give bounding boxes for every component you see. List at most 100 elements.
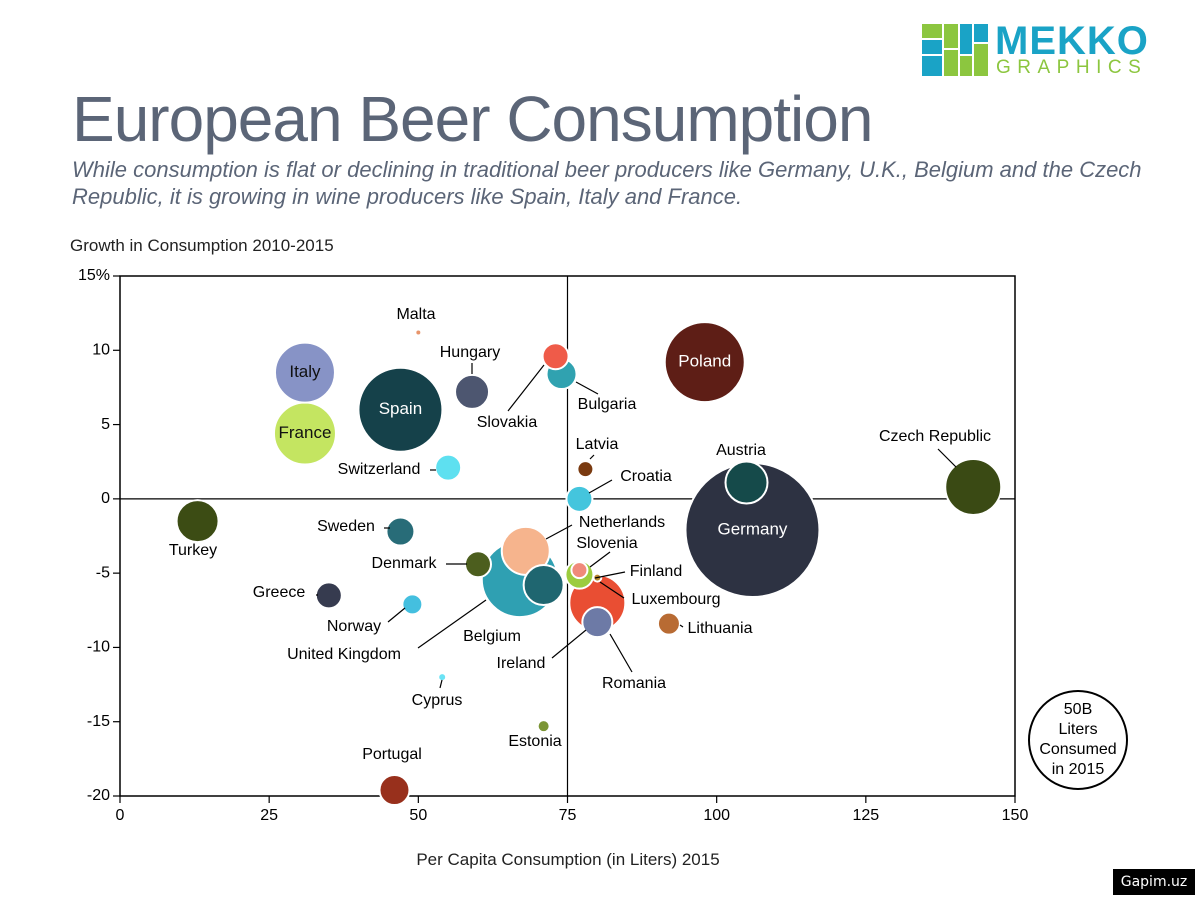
x-tick-label: 150	[1002, 807, 1029, 824]
bubble	[437, 672, 448, 683]
y-tick-label: 10	[92, 342, 110, 359]
bubble-label: Lithuania	[688, 620, 753, 637]
y-tick-label: -20	[87, 787, 110, 804]
size-legend-line: Consumed	[1039, 741, 1117, 758]
bubble-label: Italy	[289, 362, 321, 381]
leader-line	[588, 479, 613, 494]
logo-mark-icon	[922, 24, 988, 76]
chart-subtitle: While consumption is flat or declining i…	[72, 157, 1142, 209]
leader-line	[937, 448, 957, 468]
x-tick-label: 50	[409, 807, 427, 824]
leader-line	[551, 629, 587, 659]
bubble-label: Ireland	[497, 655, 546, 672]
x-axis-label: Per Capita Consumption (in Liters) 2015	[416, 850, 720, 869]
bubble-label: Slovenia	[576, 535, 637, 552]
logo-sub: GRAPHICS	[996, 57, 1148, 78]
bubble-label: Croatia	[620, 468, 672, 485]
bubble-label: Slovakia	[477, 414, 538, 431]
bubble	[724, 460, 769, 505]
bubble-label: Finland	[630, 563, 682, 580]
leader-line	[439, 679, 443, 689]
bubble-label: Portugal	[362, 746, 422, 763]
mekko-logo: MEKKO GRAPHICS	[922, 19, 1172, 78]
bubble-label: Belgium	[463, 628, 521, 645]
bubble-label: France	[279, 423, 332, 442]
bubble	[663, 321, 746, 404]
size-legend-line: 50B	[1063, 701, 1093, 718]
bubble	[385, 516, 416, 547]
leader-line	[507, 364, 545, 412]
chart-title: European Beer Consumption	[72, 83, 873, 155]
bubble	[541, 342, 570, 371]
bubble	[175, 499, 220, 544]
bubble-label: United Kingdom	[287, 646, 401, 663]
leader-line	[417, 599, 487, 649]
y-tick-label: -15	[87, 713, 110, 730]
bubble-label: Malta	[396, 306, 435, 323]
y-tick-label: 0	[101, 490, 110, 507]
leader-line	[609, 633, 633, 673]
x-tick-label: 75	[559, 807, 577, 824]
bubble-label: Denmark	[372, 555, 438, 572]
bubble	[570, 561, 589, 580]
bubble-label: Cyprus	[412, 692, 463, 709]
bubble	[454, 373, 491, 410]
x-tick-label: 0	[116, 807, 125, 824]
leader-line	[589, 551, 611, 568]
y-tick-label: -10	[87, 639, 110, 656]
leader-line	[679, 624, 684, 628]
size-legend-circle	[1028, 690, 1128, 790]
x-tick-label: 125	[852, 807, 879, 824]
bubble	[314, 581, 343, 610]
size-legend-text: 50B Liters Consumed in 2015	[1030, 700, 1126, 780]
x-tick-label: 25	[260, 807, 278, 824]
bubble	[273, 341, 336, 404]
bubble-label: Estonia	[508, 733, 561, 750]
bubble	[357, 366, 444, 453]
bubble-label: Latvia	[576, 436, 619, 453]
leader-line	[599, 581, 625, 599]
bubble-label: Sweden	[317, 518, 375, 535]
bubble	[576, 460, 595, 479]
bubble-label: Austria	[716, 442, 766, 459]
bubble	[656, 611, 681, 636]
bubble-label: Norway	[327, 618, 381, 635]
leader-line	[545, 524, 573, 540]
bubble	[464, 550, 492, 579]
bubble	[378, 774, 411, 807]
bubble-label: Poland	[678, 352, 731, 371]
bubble-label: Turkey	[169, 542, 217, 559]
bubble-label: Greece	[253, 584, 306, 601]
bubble	[536, 719, 551, 734]
x-tick-label: 100	[703, 807, 730, 824]
bubble	[414, 328, 423, 337]
bubble	[522, 564, 565, 607]
bubble-label: Spain	[379, 399, 422, 418]
bubble-label: Hungary	[440, 344, 500, 361]
bubble	[565, 484, 594, 513]
bubble-label: Czech Republic	[879, 428, 991, 445]
leader-line	[589, 454, 595, 460]
bubble-label: Germany	[718, 520, 788, 539]
bubble	[944, 457, 1003, 516]
leader-line	[387, 607, 406, 623]
logo-word: MEKKO	[995, 19, 1149, 63]
leader-line	[594, 571, 626, 579]
size-legend-line: Liters	[1058, 721, 1098, 738]
y-axis-label: Growth in Consumption 2010-2015	[70, 236, 334, 255]
y-tick-label: 5	[101, 416, 110, 433]
bubble	[434, 453, 463, 482]
bubble-label: Luxembourg	[632, 591, 721, 608]
leader-line	[575, 381, 599, 395]
size-legend-line: in 2015	[1051, 761, 1105, 778]
y-tick-label: -5	[96, 564, 110, 581]
bubble-label: Romania	[602, 675, 666, 692]
y-tick-label: 15%	[78, 267, 110, 284]
watermark: Gapim.uz	[1113, 869, 1195, 895]
bubble	[401, 593, 424, 616]
bubble	[581, 606, 614, 639]
bubble-label: Bulgaria	[578, 396, 637, 413]
bubble-label: Netherlands	[579, 514, 665, 531]
bubble-label: Switzerland	[338, 461, 421, 478]
